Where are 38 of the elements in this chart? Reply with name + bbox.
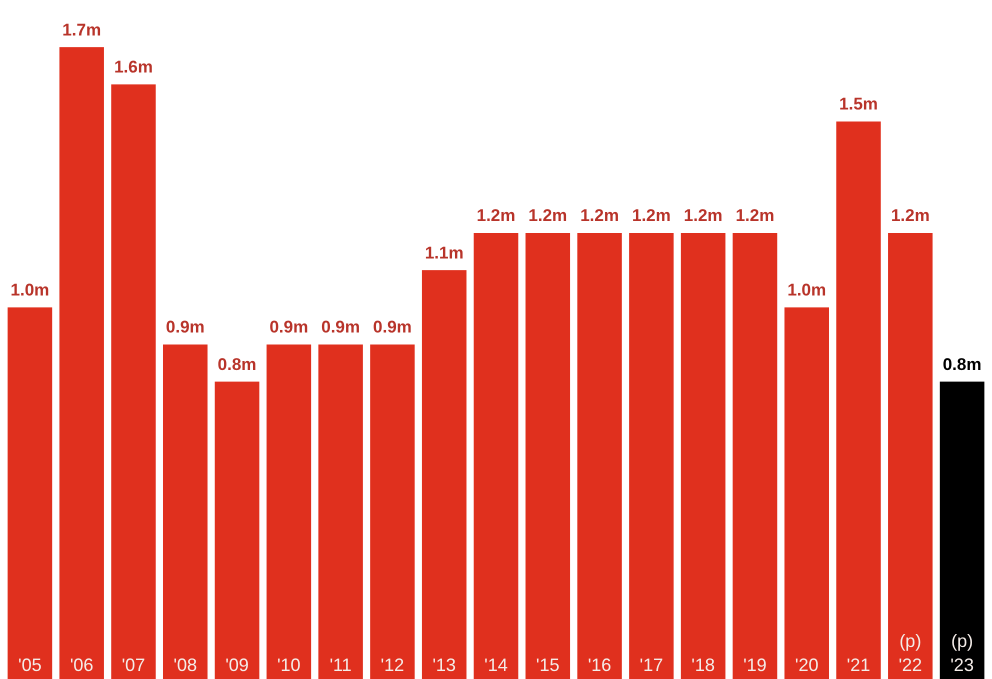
data-label: 1.7m xyxy=(62,20,102,40)
x-tick-label: '19 xyxy=(743,654,767,675)
x-tick-label: '15 xyxy=(536,654,560,675)
x-tick-label: (p) '22 xyxy=(898,630,922,675)
data-label: 1.2m xyxy=(580,206,619,226)
data-label: 1.2m xyxy=(684,206,723,226)
x-tick-label: '11 xyxy=(330,654,352,675)
x-tick-label: '20 xyxy=(795,654,818,675)
x-tick-label: '08 xyxy=(174,654,197,675)
x-tick-label: '07 xyxy=(122,654,146,675)
data-label: 0.8m xyxy=(218,354,256,374)
x-tick-label: '10 xyxy=(277,654,301,675)
data-label: 0.9m xyxy=(321,318,360,337)
data-label: 1.2m xyxy=(476,206,516,226)
data-label: 1.2m xyxy=(736,206,774,226)
x-tick-label: '14 xyxy=(484,654,508,675)
data-label: 1.2m xyxy=(890,206,930,226)
data-label: 1.2m xyxy=(528,206,568,226)
data-label: 1.0m xyxy=(787,280,826,300)
data-label: 1.5m xyxy=(839,94,878,114)
x-tick-label: (p) '23 xyxy=(950,630,974,675)
data-label: 1.0m xyxy=(10,280,50,300)
x-tick-label: '21 xyxy=(846,654,870,675)
x-tick-label: '13 xyxy=(432,654,456,675)
data-label: 0.9m xyxy=(166,318,205,337)
x-tick-label: '18 xyxy=(691,654,715,675)
x-tick-label: '06 xyxy=(70,654,94,675)
x-tick-label: '05 xyxy=(18,654,42,675)
x-tick-label: '16 xyxy=(588,654,612,675)
data-label: 1.2m xyxy=(632,206,671,226)
data-label: 1.6m xyxy=(114,58,153,77)
data-label: 0.8m xyxy=(942,354,982,374)
data-label: 1.1m xyxy=(424,243,464,262)
x-tick-label: '09 xyxy=(225,654,249,675)
x-tick-label: '17 xyxy=(640,654,664,675)
data-label: 0.9m xyxy=(269,318,308,337)
x-tick-label: '12 xyxy=(380,654,404,675)
data-label: 0.9m xyxy=(373,318,412,337)
